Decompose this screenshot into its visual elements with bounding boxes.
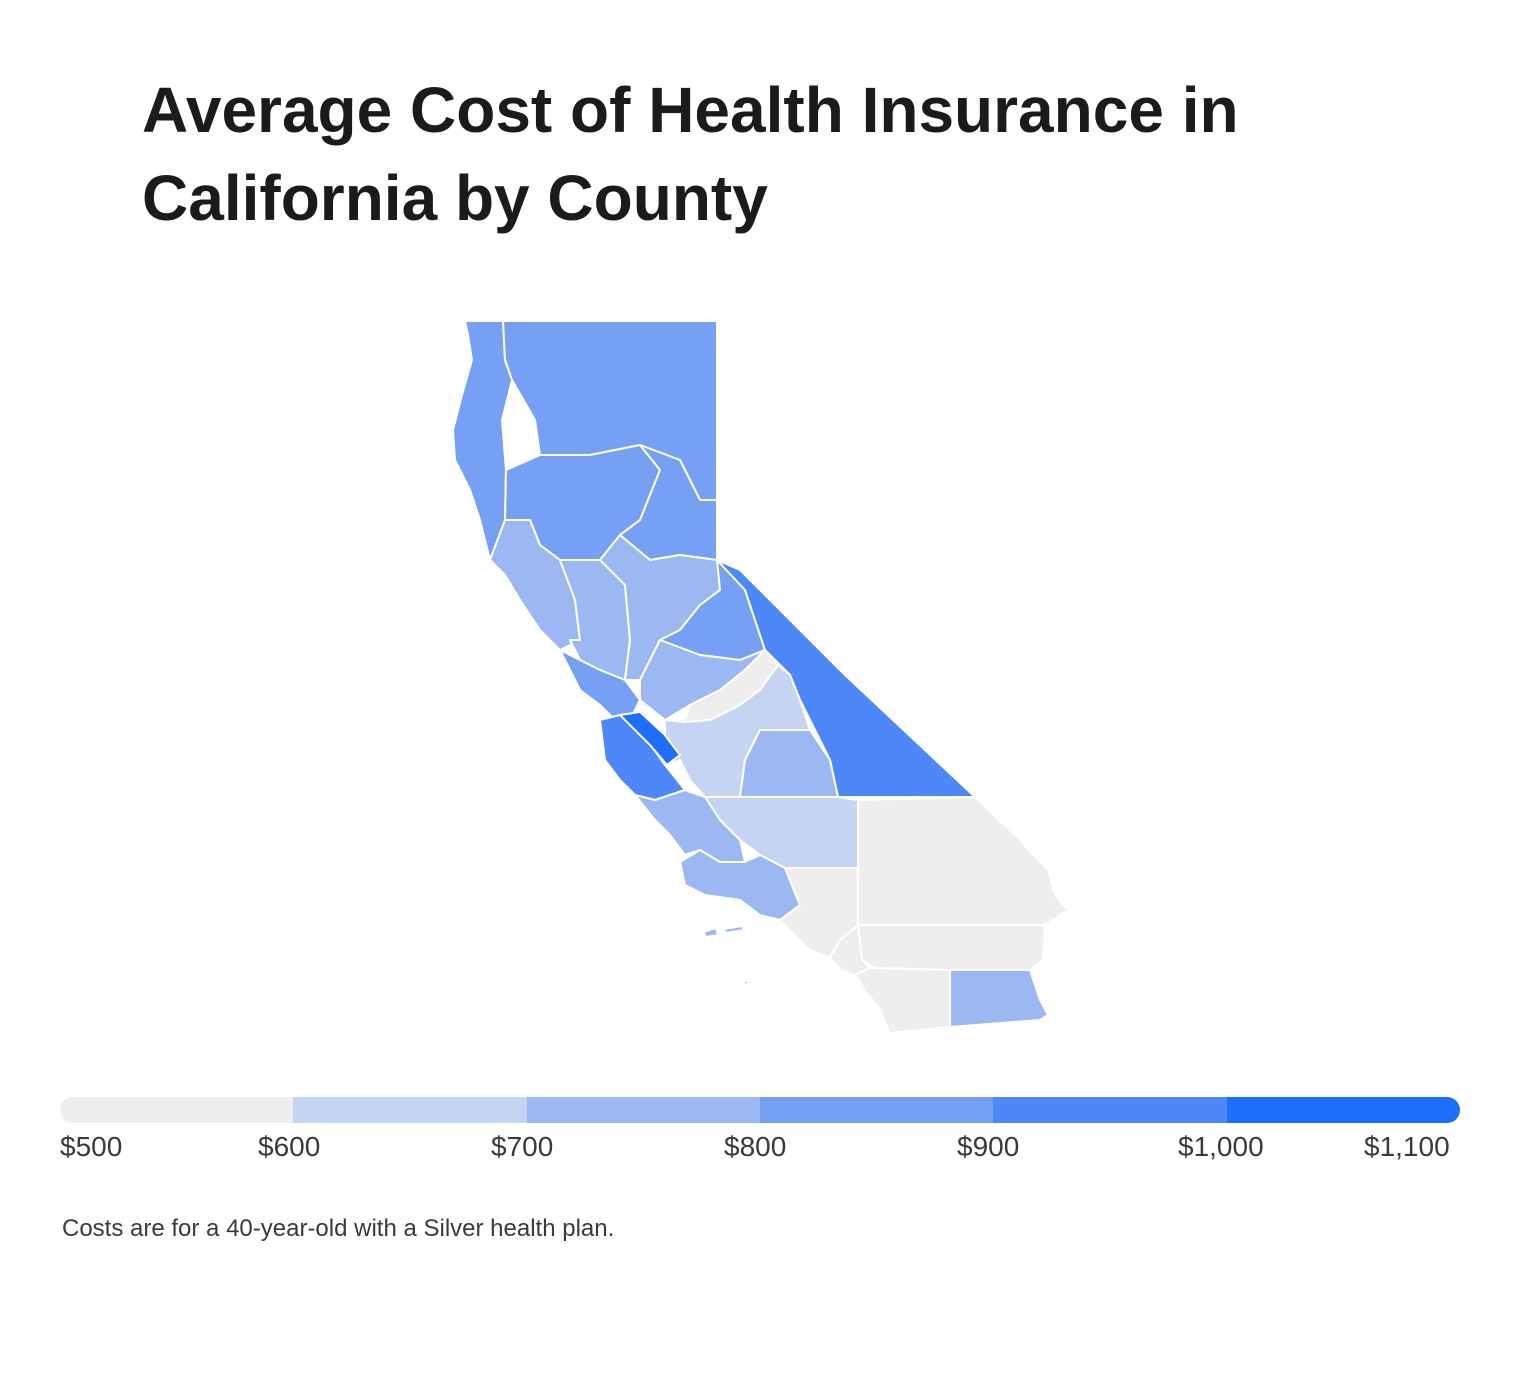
- region-channel-islands[interactable]: [702, 925, 751, 986]
- region-imperial[interactable]: [949, 969, 1049, 1028]
- legend-segment-900-1000: [993, 1097, 1227, 1123]
- legend-segment-700-800: [526, 1097, 760, 1123]
- region-orange[interactable]: [829, 924, 871, 976]
- legend-tick-600: $600: [258, 1131, 321, 1162]
- footnote: Costs are for a 40-year-old with a Silve…: [62, 1215, 615, 1242]
- legend-tick-1100: $1,100: [1364, 1131, 1450, 1162]
- color-scale-bar: [60, 1097, 1460, 1123]
- region-san-bernardino[interactable]: [857, 796, 1069, 926]
- legend-tick-900: $900: [957, 1131, 1020, 1162]
- legend-segment-1000-1100: [1226, 1097, 1460, 1123]
- legend-segment-600-700: [293, 1097, 527, 1123]
- region-san-diego[interactable]: [854, 967, 951, 1034]
- legend-segment-500-600: [60, 1097, 294, 1123]
- legend-segment-800-900: [759, 1097, 994, 1123]
- chart-title: Average Cost of Health Insurance in Cali…: [142, 74, 1239, 234]
- legend-tick-500: $500: [60, 1131, 123, 1162]
- legend-tick-700: $700: [491, 1131, 554, 1162]
- region-riverside[interactable]: [857, 924, 1046, 971]
- legend-tick-800: $800: [724, 1131, 787, 1162]
- legend-tick-1000: $1,000: [1178, 1131, 1264, 1162]
